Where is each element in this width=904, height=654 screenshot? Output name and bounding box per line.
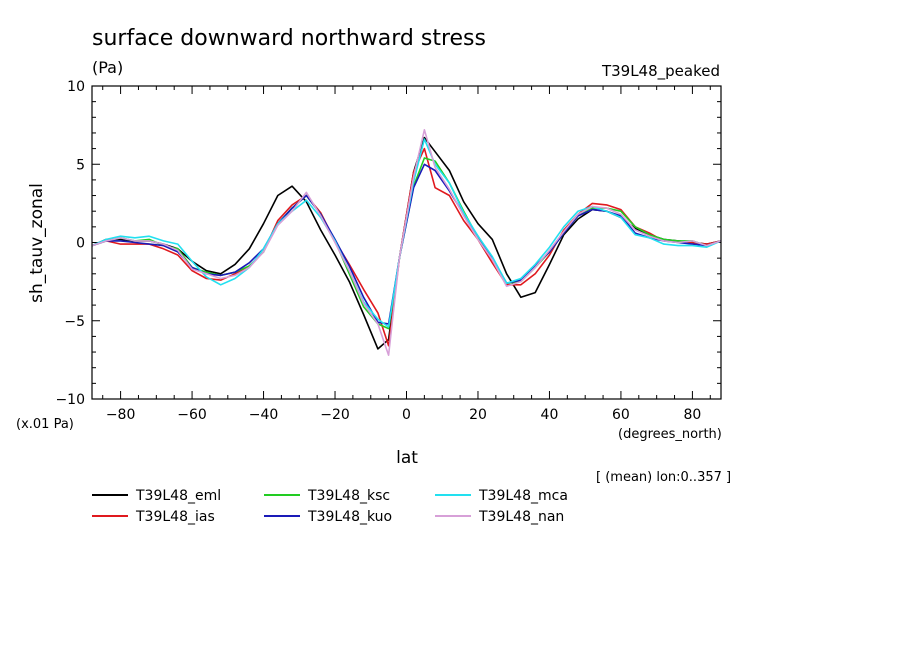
series-line-T39L48_ksc bbox=[91, 157, 722, 330]
x-tick-label: −80 bbox=[106, 407, 136, 423]
y-tick-label: 0 bbox=[76, 236, 85, 252]
x-tick-label: 60 bbox=[612, 407, 630, 423]
x-tick-label: 0 bbox=[402, 407, 411, 423]
series-line-T39L48_kuo bbox=[91, 163, 722, 325]
plot-frame bbox=[91, 85, 722, 400]
x-tick-label: 20 bbox=[469, 407, 487, 423]
series-line-T39L48_eml bbox=[91, 136, 722, 350]
legend-label: T39L48_mca bbox=[478, 488, 568, 504]
legend-label: T39L48_ias bbox=[135, 509, 215, 525]
run-tag: T39L48_peaked bbox=[601, 62, 720, 81]
y-tick-label: −5 bbox=[64, 314, 85, 330]
series-line-T39L48_nan bbox=[91, 129, 722, 357]
series-line-T39L48_mca bbox=[91, 138, 722, 328]
x-tick-label: −40 bbox=[249, 407, 279, 423]
x-tick-label: −20 bbox=[320, 407, 350, 423]
legend-label: T39L48_nan bbox=[478, 509, 564, 525]
series-line-T39L48_ias bbox=[91, 147, 722, 347]
chart-title: surface downward northward stress bbox=[92, 26, 486, 51]
legend-label: T39L48_kuo bbox=[307, 509, 392, 525]
legend: T39L48_eml T39L48_ias T39L48_ksc T39L48_kuo… bbox=[92, 488, 568, 525]
chart-units: (Pa) bbox=[92, 58, 123, 77]
y-scale-note: (x.01 Pa) bbox=[16, 417, 74, 432]
axis-tick-labels: −80 −60 −40 −20 0 20 40 60 80 −10 −5 0 5 10 bbox=[55, 79, 701, 423]
x-tick-label: 80 bbox=[683, 407, 701, 423]
y-tick-label: 10 bbox=[67, 79, 85, 95]
legend-label: T39L48_eml bbox=[135, 488, 221, 504]
y-tick-label: 5 bbox=[76, 157, 85, 173]
series-lines bbox=[91, 129, 722, 357]
x-tick-label: −60 bbox=[177, 407, 207, 423]
axis-ticks bbox=[92, 85, 721, 400]
legend-label: T39L48_ksc bbox=[307, 488, 390, 504]
y-axis-label: sh_tauv_zonal bbox=[27, 183, 47, 303]
x-tick-label: 40 bbox=[541, 407, 559, 423]
x-axis-units: (degrees_north) bbox=[618, 427, 722, 442]
footnote: [ (mean) lon:0..357 ] bbox=[596, 470, 731, 485]
y-tick-label: −10 bbox=[55, 392, 85, 408]
x-axis-label: lat bbox=[396, 448, 418, 468]
